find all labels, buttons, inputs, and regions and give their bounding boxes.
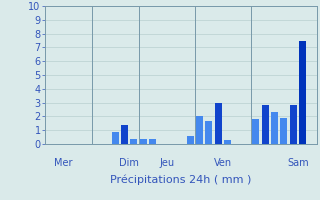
Bar — [149, 139, 156, 144]
Bar — [112, 132, 119, 144]
Bar — [262, 105, 269, 144]
Bar — [130, 139, 137, 144]
Bar — [280, 118, 287, 144]
Text: Sam: Sam — [287, 158, 309, 168]
Bar — [196, 116, 203, 144]
Text: Jeu: Jeu — [159, 158, 174, 168]
Bar — [252, 119, 259, 144]
Bar — [290, 105, 297, 144]
Bar — [187, 136, 194, 144]
Bar — [215, 103, 222, 144]
Bar — [121, 125, 128, 144]
Text: Ven: Ven — [214, 158, 232, 168]
Bar — [140, 139, 147, 144]
Bar — [224, 140, 231, 144]
Text: Précipitations 24h ( mm ): Précipitations 24h ( mm ) — [110, 175, 252, 185]
Text: Mer: Mer — [54, 158, 73, 168]
Bar — [299, 40, 306, 144]
Text: Dim: Dim — [119, 158, 139, 168]
Bar — [205, 121, 212, 144]
Bar — [271, 112, 278, 144]
